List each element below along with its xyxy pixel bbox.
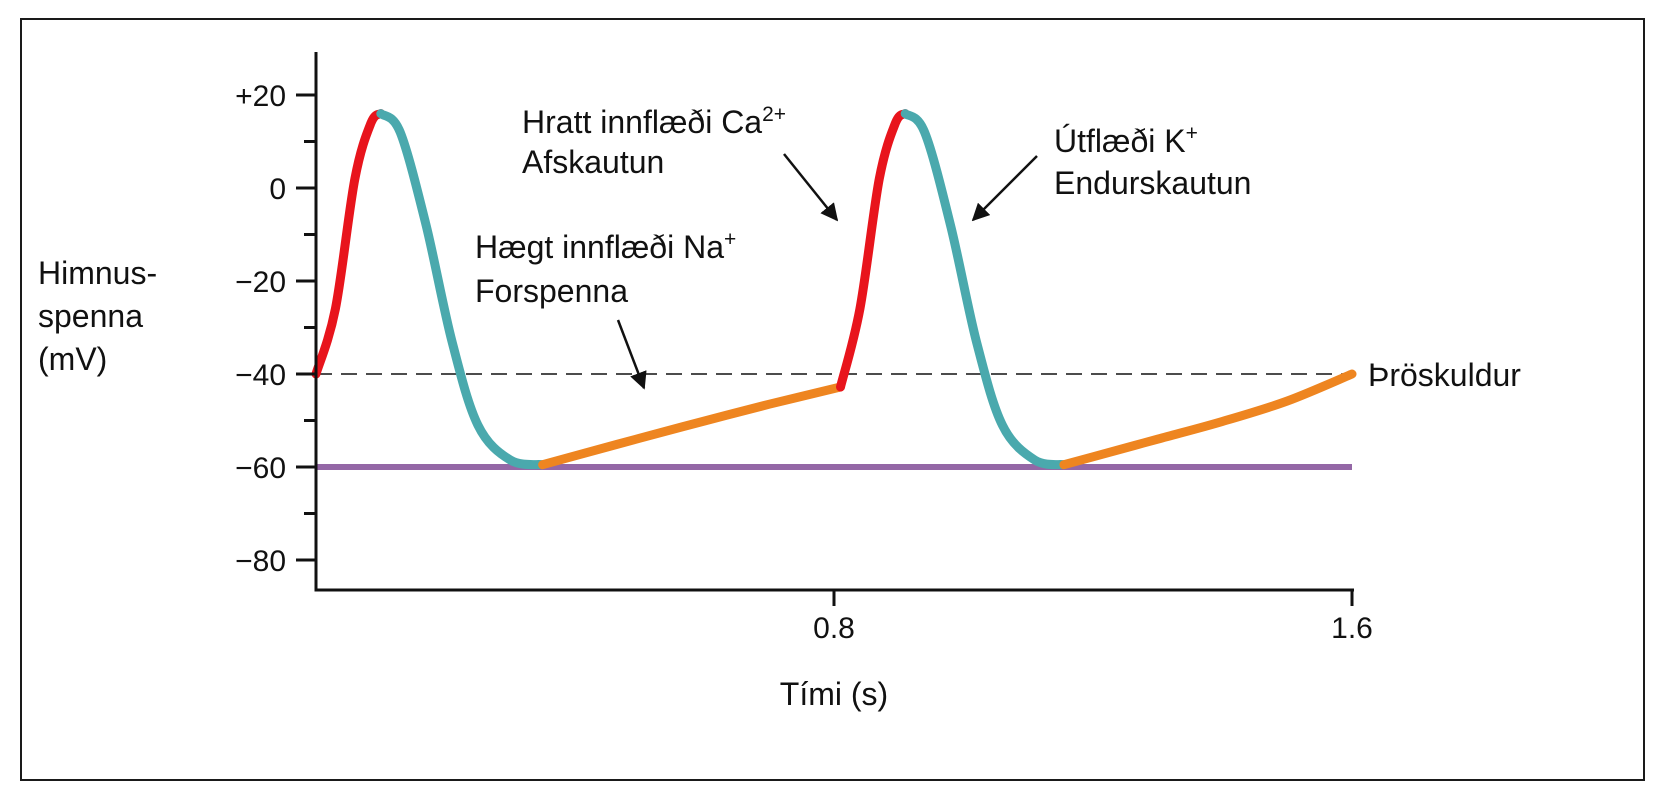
annotation-depolarization-line-1: Hratt innflæði Ca2+ — [522, 103, 786, 140]
x-axis-label: Tími (s) — [780, 676, 888, 712]
curve-segment-depolarization-4 — [836, 109, 910, 392]
y-tick-label: −40 — [235, 359, 286, 392]
y-axis-label: Himnus- spenna (mV) — [38, 255, 157, 377]
membrane-potential-curve — [311, 109, 1357, 470]
annotation-prepotential-line-1: Hægt innflæði Na+ — [475, 228, 736, 265]
curve-segment-prepotential-3 — [538, 382, 845, 470]
y-tick-label: +20 — [235, 80, 286, 113]
figure-frame: +20 0 −20 −40 −60 −80 0.8 1.6 Þröskuldur Himnus… — [20, 18, 1645, 781]
annotation-depolarization-arrow — [783, 153, 839, 222]
reference-lines — [316, 373, 1352, 470]
annotation-prepotential-arrow — [616, 319, 647, 390]
annotation-depolarization-line-2: Afskautun — [522, 144, 664, 180]
y-tick-label: −80 — [235, 545, 286, 578]
y-axis-label-line-1: Himnus- — [38, 255, 157, 291]
annotation-repolarization-line-2: Endurskautun — [1054, 165, 1251, 201]
curve-segment-prepotential-6 — [1059, 369, 1357, 470]
x-tick-label: 0.8 — [813, 612, 855, 645]
annotation-prepotential: Hægt innflæði Na+ Forspenna — [475, 228, 736, 390]
y-axis-label-line-2: spenna — [38, 298, 143, 334]
y-tick-label: 0 — [269, 173, 286, 206]
annotation-repolarization-arrow — [971, 155, 1038, 222]
annotation-repolarization: Útflæði K+ Endurskautun — [971, 122, 1251, 222]
annotation-repolarization-line-1: Útflæði K+ — [1054, 122, 1198, 159]
threshold-label: Þröskuldur — [1368, 357, 1521, 393]
axis-ticks: +20 0 −20 −40 −60 −80 0.8 1.6 — [235, 80, 1373, 645]
y-tick-label: −20 — [235, 266, 286, 299]
axes — [314, 52, 1354, 592]
action-potential-chart: +20 0 −20 −40 −60 −80 0.8 1.6 Þröskuldur Himnus… — [38, 52, 1521, 712]
curve-segment-repolarization-5 — [900, 109, 1069, 470]
annotation-depolarization: Hratt innflæði Ca2+ Afskautun — [522, 103, 839, 222]
curve-segment-depolarization-1 — [311, 109, 386, 379]
y-tick-label: −60 — [235, 452, 286, 485]
y-axis-label-line-3: (mV) — [38, 341, 107, 377]
curve-segment-repolarization-2 — [376, 109, 548, 470]
x-tick-label: 1.6 — [1331, 612, 1373, 645]
annotation-prepotential-line-2: Forspenna — [475, 273, 628, 309]
